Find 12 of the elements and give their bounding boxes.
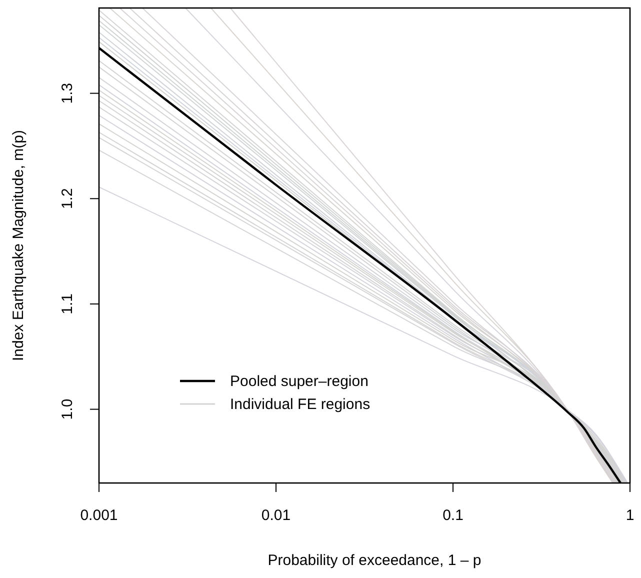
y-tick-label: 1.2 [59, 188, 76, 210]
y-tick-label: 1.0 [59, 398, 76, 420]
y-tick-label: 1.3 [59, 82, 76, 104]
x-axis-title: Probability of exceedance, 1 – p [268, 552, 482, 569]
legend-label: Pooled super–region [230, 373, 368, 390]
legend-label: Individual FE regions [230, 396, 370, 413]
x-tick-label: 0.1 [442, 507, 464, 524]
y-tick-label: 1.1 [59, 294, 76, 314]
x-tick-label: 0.01 [261, 507, 291, 524]
x-tick-label: 0.001 [80, 507, 118, 524]
x-tick-label: 1 [626, 507, 634, 524]
y-axis-title: Index Earthquake Magnitude, m(p) [10, 130, 27, 361]
